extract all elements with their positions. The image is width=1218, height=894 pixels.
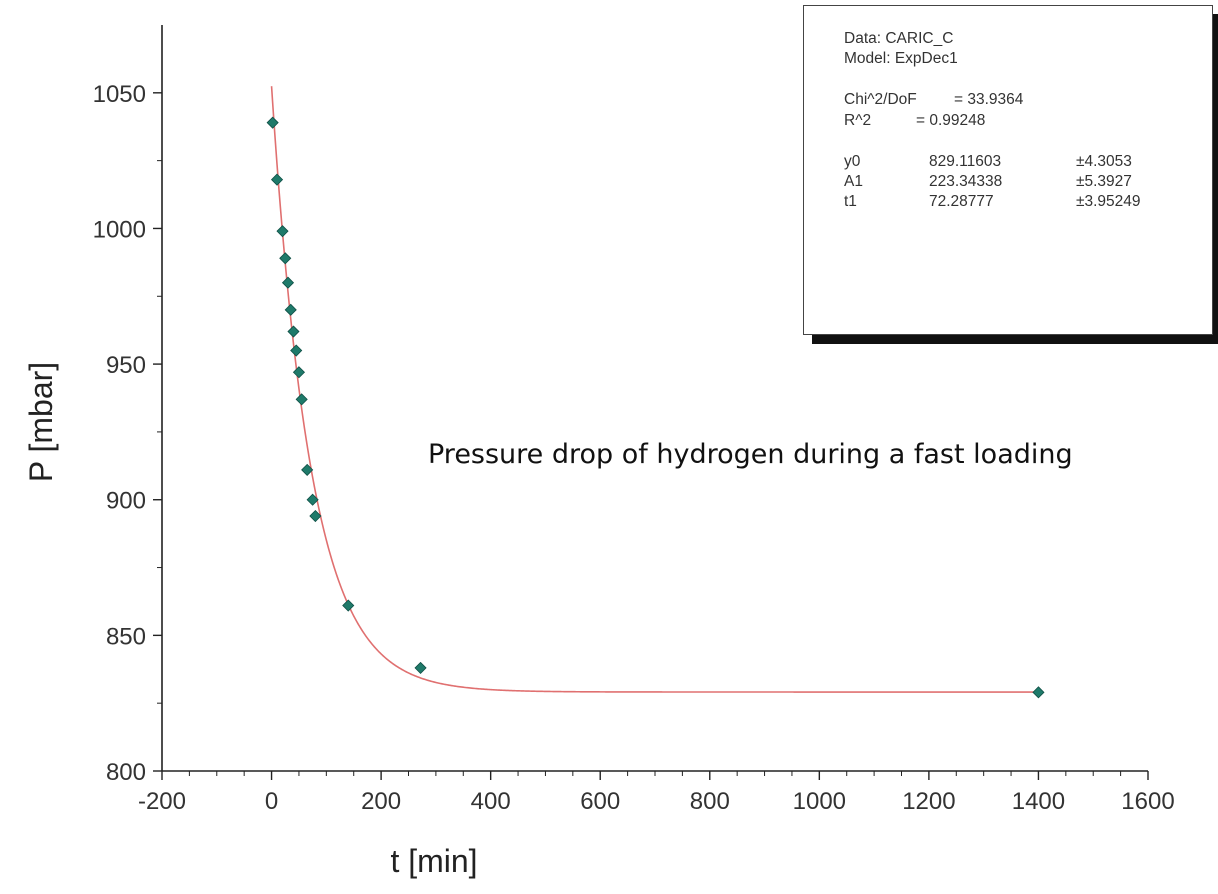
x-axis-title: t [min]	[390, 843, 477, 879]
data-point	[266, 116, 279, 129]
data-point	[270, 173, 284, 186]
y-axis-title: P [mbar]	[23, 362, 59, 482]
data-point	[281, 276, 295, 289]
fit-r2-label: R^2	[844, 112, 872, 129]
data-point	[295, 393, 308, 406]
x-tick-label: 1400	[1012, 788, 1065, 815]
x-tick-label: 1000	[793, 788, 846, 815]
data-point	[284, 303, 297, 316]
y-tick-label: 900	[106, 488, 146, 515]
data-point	[306, 493, 319, 506]
fit-chi-value: = 33.9364	[954, 91, 1024, 108]
x-tick-label: 600	[580, 788, 620, 815]
x-tick-label: 200	[361, 788, 401, 815]
fit-results-box: Data: CARIC_C Model: ExpDec1 Chi^2/DoF =…	[803, 5, 1213, 335]
data-point	[279, 252, 292, 265]
fit-param-value: 829.11603	[929, 153, 1002, 170]
chart-annotation: Pressure drop of hydrogen during a fast …	[428, 439, 1073, 470]
y-axis-ticks: 800 850 900 950 1000 1050	[93, 81, 162, 786]
fit-param-error: ±5.3927	[1076, 173, 1132, 190]
data-point	[301, 463, 314, 476]
fit-param-error: ±3.95249	[1076, 193, 1141, 210]
data-point	[276, 225, 289, 238]
y-tick-label: 950	[106, 352, 146, 379]
data-point	[309, 509, 322, 523]
data-point	[292, 366, 306, 379]
fit-data-line: Data: CARIC_C	[844, 30, 954, 47]
fit-param-name: t1	[844, 193, 857, 210]
fit-param-name: y0	[844, 153, 861, 170]
x-tick-label: 400	[471, 788, 511, 815]
data-point	[287, 325, 300, 338]
fit-param-error: ±4.3053	[1076, 153, 1132, 170]
x-tick-label: 800	[690, 788, 730, 815]
y-tick-label: 850	[106, 623, 146, 650]
data-point	[342, 599, 355, 612]
x-tick-label: -200	[138, 788, 186, 815]
x-tick-label: 0	[265, 788, 278, 815]
x-tick-label: 1200	[902, 788, 955, 815]
fit-r2-value: = 0.99248	[916, 112, 986, 129]
fit-chi-label: Chi^2/DoF	[844, 91, 917, 108]
fit-param-name: A1	[844, 173, 863, 190]
x-tick-label: 1600	[1121, 788, 1174, 815]
data-points	[266, 116, 1045, 699]
data-point	[290, 344, 303, 357]
data-point	[414, 661, 427, 674]
y-tick-label: 1050	[93, 81, 146, 108]
fit-param-value: 72.28777	[929, 193, 994, 210]
fit-param-value: 223.34338	[929, 173, 1003, 190]
fit-model-line: Model: ExpDec1	[844, 50, 958, 67]
x-axis-ticks: -200 0 200 400 600 800 1000 1200 1400 1600	[138, 771, 1175, 815]
fit-curve	[270, 86, 1039, 693]
y-tick-label: 1000	[93, 216, 146, 243]
y-tick-label: 800	[106, 759, 146, 786]
data-point	[1032, 686, 1045, 699]
